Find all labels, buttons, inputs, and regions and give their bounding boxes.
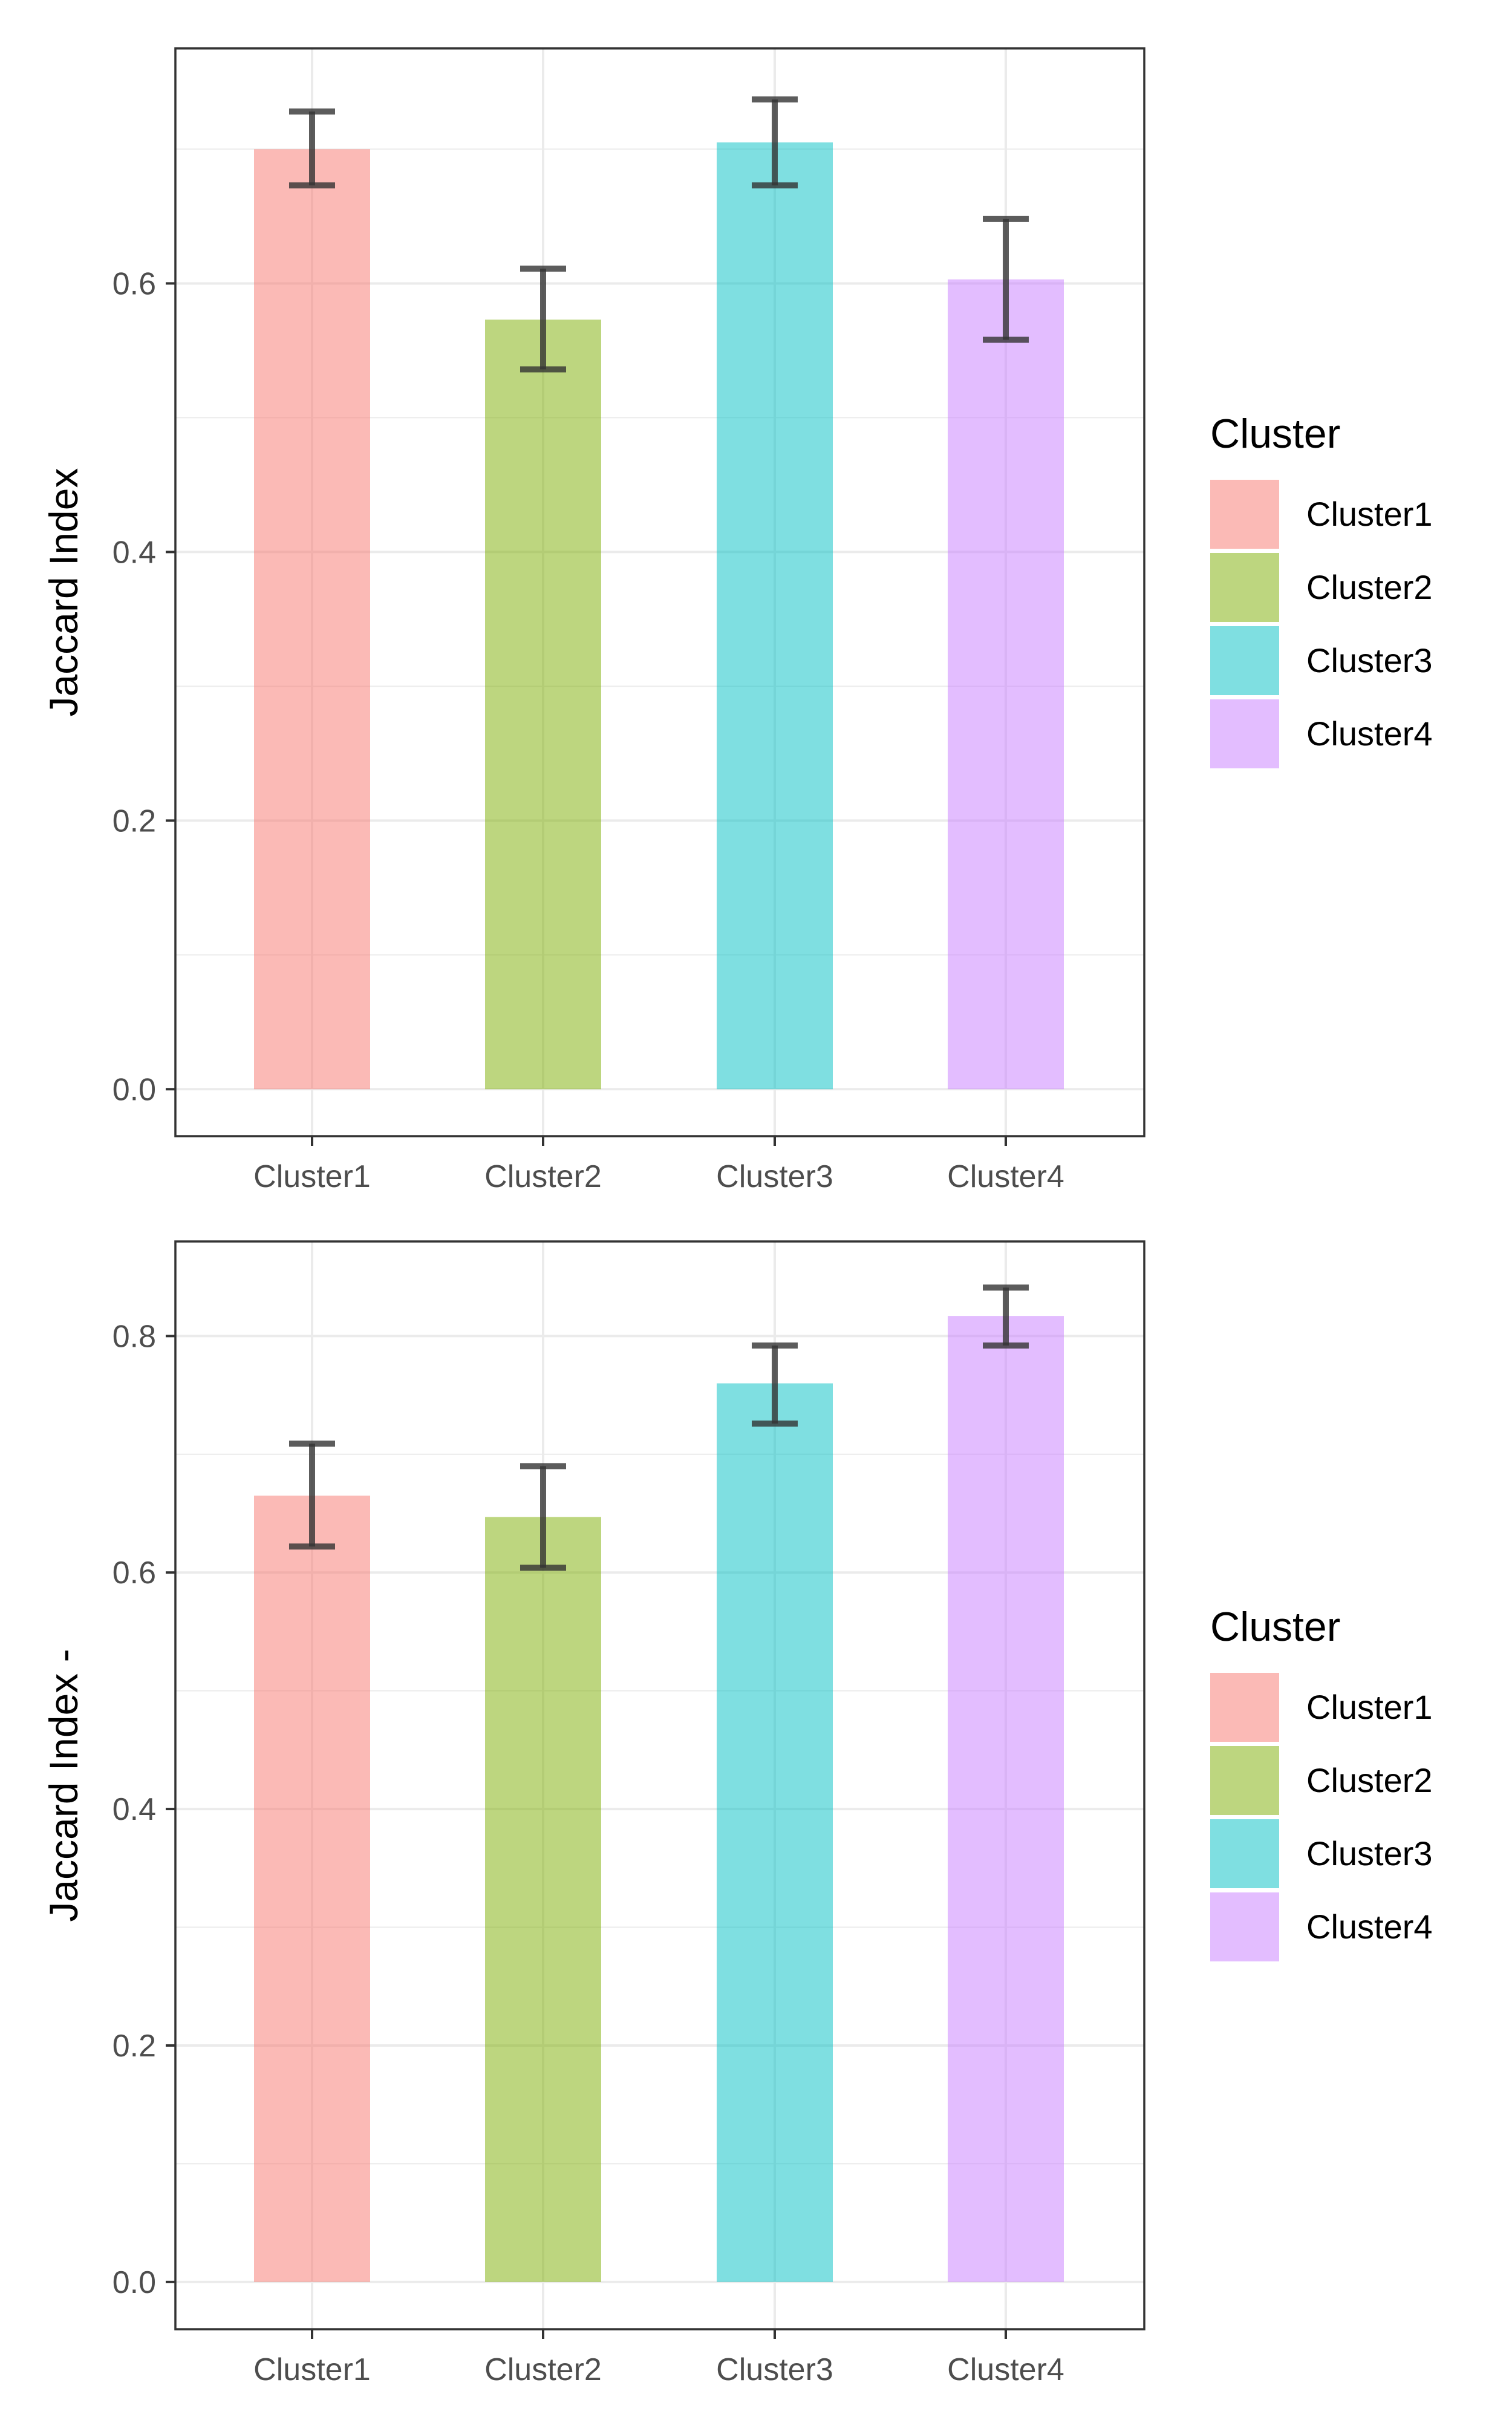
legend-label-cluster2: Cluster2 [1306, 568, 1433, 606]
y-tick-label: 0.4 [112, 535, 156, 570]
bar-cluster3 [717, 142, 833, 1090]
bar-cluster3 [717, 1383, 833, 2282]
legend: Cluster Cluster1 Cluster2 Cluster3 Cluster4 [1210, 1604, 1433, 1961]
legend: Cluster Cluster1 Cluster2 Cluster3 Cluster4 [1210, 411, 1433, 768]
bar-cluster2 [485, 1517, 601, 2282]
legend-key-cluster4 [1210, 699, 1279, 768]
error-bar-cluster1 [289, 108, 335, 189]
legend-key-cluster3 [1210, 1819, 1279, 1888]
bar-cluster1 [254, 149, 370, 1090]
legend-label-cluster1: Cluster1 [1306, 1688, 1433, 1726]
bar-cluster2 [485, 319, 601, 1090]
error-bar-cluster1 [289, 1441, 335, 1550]
x-tick-label: Cluster4 [947, 1159, 1064, 1194]
y-tick-label: 0.6 [112, 1555, 156, 1591]
legend-label-cluster1: Cluster1 [1306, 495, 1433, 533]
panel-border [174, 1240, 1145, 2330]
legend-key-cluster2 [1210, 553, 1279, 622]
error-bar-cluster2 [520, 1463, 566, 1571]
legend-key-cluster1 [1210, 1673, 1279, 1742]
legend-label-cluster3: Cluster3 [1306, 641, 1433, 679]
error-bar-cluster2 [520, 266, 566, 373]
legend-label-cluster3: Cluster3 [1306, 1834, 1433, 1872]
x-tick-label: Cluster3 [716, 2352, 833, 2387]
error-bar-cluster3 [752, 1342, 798, 1427]
y-tick-label: 0.2 [112, 803, 156, 839]
legend-title: Cluster [1210, 411, 1340, 457]
y-tick-label: 0.0 [112, 1072, 156, 1107]
bar-cluster1 [254, 1496, 370, 2282]
y-tick-label: 0.4 [112, 1792, 156, 1827]
y-tick-label: 0.2 [112, 2029, 156, 2064]
x-tick-label: Cluster2 [484, 2352, 602, 2387]
legend-key-cluster1 [1210, 480, 1279, 549]
panel-border [174, 47, 1145, 1137]
bar-cluster4 [948, 279, 1064, 1090]
x-tick-label: Cluster1 [253, 1159, 371, 1194]
legend-key-cluster2 [1210, 1746, 1279, 1815]
x-tick-label: Cluster2 [484, 1159, 602, 1194]
y-tick-label: 0.6 [112, 266, 156, 301]
x-tick-label: Cluster4 [947, 2352, 1064, 2387]
bar-cluster4 [948, 1316, 1064, 2282]
legend-label-cluster2: Cluster2 [1306, 1761, 1433, 1799]
legend-key-cluster4 [1210, 1892, 1279, 1961]
y-axis-title: Jaccard Index [41, 468, 86, 717]
y-axis-title: Jaccard Index - [41, 1649, 86, 1921]
legend-label-cluster4: Cluster4 [1306, 715, 1433, 753]
legend-title: Cluster [1210, 1604, 1340, 1650]
legend-key-cluster3 [1210, 626, 1279, 695]
x-tick-label: Cluster1 [253, 2352, 371, 2387]
x-tick-label: Cluster3 [716, 1159, 833, 1194]
error-bar-cluster3 [752, 96, 798, 189]
error-bar-cluster4 [983, 1284, 1029, 1349]
error-bar-cluster4 [983, 215, 1029, 343]
y-tick-label: 0.0 [112, 2265, 156, 2300]
y-tick-label: 0.8 [112, 1319, 156, 1354]
legend-label-cluster4: Cluster4 [1306, 1908, 1433, 1946]
